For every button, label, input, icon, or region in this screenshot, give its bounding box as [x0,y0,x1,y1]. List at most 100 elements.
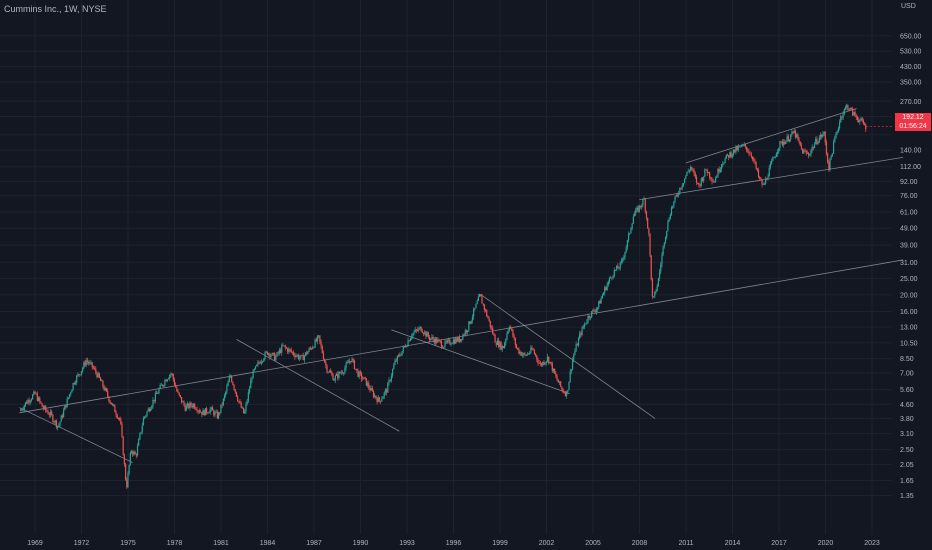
candle-body [741,145,743,148]
candle-body [433,339,435,344]
candle-body [475,303,477,308]
candle-body [749,153,751,155]
candle-body [583,324,586,327]
candle-body [467,330,469,333]
candle-body [296,354,298,356]
candle-body [507,330,509,334]
candle-body [41,403,43,407]
candle-body [526,353,528,356]
candle-body [40,401,42,404]
trendline [236,339,400,432]
candle-body [734,149,736,153]
candle-body [356,368,358,371]
candle-body [325,362,327,366]
candle-body [471,317,474,321]
candle-body [419,326,421,329]
candle-body [655,291,657,292]
candle-body [241,407,243,409]
candle-body [362,378,364,380]
candle-body [557,379,559,383]
candle-body [548,356,550,363]
candle-body [699,185,701,186]
candle-body [847,105,849,110]
candle-body [288,349,290,353]
candle-body [755,162,757,169]
candle-body [651,279,654,297]
candle-body [232,381,234,385]
candle-body [474,307,476,310]
candle-body [577,338,580,346]
candle-body [592,310,594,312]
candle-body [284,345,286,348]
candle-body [500,342,502,350]
candle-body [266,351,269,355]
x-tick-label: 2023 [864,540,880,547]
x-tick-label: 1972 [74,540,90,547]
candle-body [226,386,228,392]
candle-body [639,205,642,207]
candle-body [638,205,640,212]
candle-body [378,397,381,401]
candle-body [49,411,52,416]
candle-body [181,397,183,403]
candle-body [376,398,378,403]
candle-body [529,352,531,354]
candle-body [574,350,576,355]
candle-body [388,379,390,384]
candle-body [26,402,28,404]
candle-body [709,172,711,178]
candle-body [37,397,40,401]
candle-body [761,179,763,185]
candle-body [807,153,810,156]
candle-body [57,426,59,428]
candle-body [97,373,99,378]
candle-body [448,339,450,341]
candle-body [679,187,681,194]
candle-body [854,111,856,116]
candle-body [346,362,348,364]
candle-body [278,350,280,354]
candle-body [501,346,503,350]
candle-body [692,169,694,171]
candle-body [115,412,117,416]
candle-body [73,382,75,384]
candle-body [704,169,706,177]
candle-body [551,363,553,372]
candle-body [34,391,36,394]
candle-body [840,116,842,123]
candle-body [799,141,801,146]
candle-body [332,374,334,381]
candle-body [819,134,822,138]
candle-body [716,176,718,178]
candle-body [216,411,218,419]
candle-body [536,355,538,360]
candle-body [611,277,613,279]
candle-body [84,362,86,366]
candle-body [406,345,408,347]
candle-body [531,347,533,350]
candle-body [130,451,133,453]
candle-body [123,455,125,464]
candle-body [824,131,826,143]
candle-body [815,138,817,144]
candle-body [343,372,345,374]
y-tick-label: 39.00 [900,243,918,250]
candle-body [792,131,794,134]
candle-body [30,399,33,401]
candle-body [618,268,620,269]
candle-body [743,144,745,146]
candle-body [154,393,156,401]
candle-body [239,401,241,403]
time-axis[interactable]: 1969 1972 1975 1978 1981 1984 1987 1990 1993 1996… [27,540,880,547]
candle-body [695,176,698,183]
candle-body [612,275,614,278]
y-tick-label: 430.00 [900,64,922,71]
candle-body [463,334,465,336]
candle-body [617,265,619,269]
price-axis[interactable]: 650.00530.00430.00350.00270.00220.00140.… [900,33,922,500]
candle-body [86,360,89,362]
y-tick-label: 2.50 [900,447,914,454]
candle-body [567,390,569,392]
candle-body [438,339,440,341]
